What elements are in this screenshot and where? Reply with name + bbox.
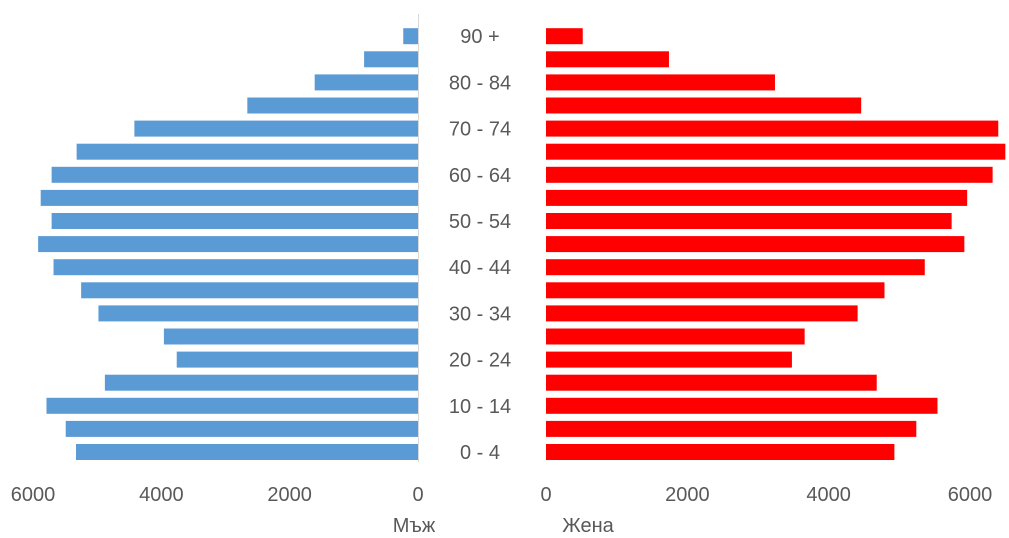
- female-bar: [546, 143, 1006, 160]
- female-bar: [546, 259, 925, 276]
- female-bar: [546, 420, 917, 437]
- female-bar: [546, 74, 775, 91]
- age-group-label: 30 - 34: [449, 303, 511, 325]
- female-bar: [546, 282, 885, 299]
- male-bar: [104, 374, 419, 391]
- female-tick-label: 2000: [665, 484, 710, 506]
- male-bar: [40, 189, 418, 206]
- male-tick-labels-group: 6000 4000 2000 0: [11, 484, 424, 506]
- male-bar: [65, 420, 418, 437]
- age-group-label: 40 - 44: [449, 257, 511, 279]
- female-bar: [546, 305, 858, 322]
- male-bar: [98, 305, 418, 322]
- female-bar: [546, 189, 968, 206]
- male-bar: [364, 51, 418, 68]
- male-bar: [176, 351, 418, 368]
- male-axis-title: Мъж: [393, 515, 436, 537]
- age-group-label: 80 - 84: [449, 72, 511, 94]
- age-group-label: 50 - 54: [449, 211, 511, 233]
- male-bar: [314, 74, 418, 91]
- female-bar: [546, 397, 938, 414]
- female-bar: [546, 28, 583, 45]
- female-bar: [546, 97, 862, 114]
- male-tick-label: 2000: [267, 484, 312, 506]
- female-bar: [546, 374, 877, 391]
- female-bar: [546, 328, 805, 345]
- age-group-label: 70 - 74: [449, 119, 511, 141]
- female-tick-labels-group: 0 2000 4000 6000: [540, 484, 992, 506]
- female-tick-label: 0: [540, 484, 551, 506]
- male-bars-group: [38, 28, 419, 460]
- male-bar: [51, 213, 419, 229]
- male-bar: [81, 282, 419, 299]
- female-bars-group: [546, 28, 1006, 460]
- male-bar: [51, 166, 419, 183]
- male-tick-label: 0: [412, 484, 423, 506]
- male-bar: [403, 28, 418, 45]
- male-bar: [134, 120, 418, 137]
- male-bar: [38, 236, 418, 253]
- age-group-label: 10 - 14: [449, 396, 511, 418]
- male-tick-label: 6000: [11, 484, 56, 506]
- female-bar: [546, 351, 792, 368]
- age-group-label: 20 - 24: [449, 350, 511, 372]
- male-bar: [76, 143, 418, 160]
- female-tick-label: 4000: [806, 484, 851, 506]
- male-bar: [247, 97, 418, 114]
- male-bar: [53, 259, 418, 276]
- male-tick-label: 4000: [139, 484, 184, 506]
- female-bar: [546, 236, 965, 253]
- male-bar: [46, 397, 418, 414]
- age-labels-group: 0 - 4 10 - 14 20 - 24 30 - 34 40 - 44 50 - 54…: [449, 26, 511, 464]
- age-group-label: 60 - 64: [449, 165, 511, 187]
- male-bar: [75, 444, 419, 460]
- female-bar: [546, 51, 669, 68]
- age-group-label: 0 - 4: [460, 442, 500, 464]
- female-bar: [546, 444, 895, 460]
- female-tick-label: 6000: [948, 484, 993, 506]
- age-group-label: 90 +: [460, 26, 499, 48]
- male-bar: [163, 328, 418, 345]
- female-bar: [546, 120, 999, 137]
- female-axis-title: Жена: [562, 515, 614, 537]
- female-bar: [546, 213, 952, 229]
- female-bar: [546, 166, 993, 183]
